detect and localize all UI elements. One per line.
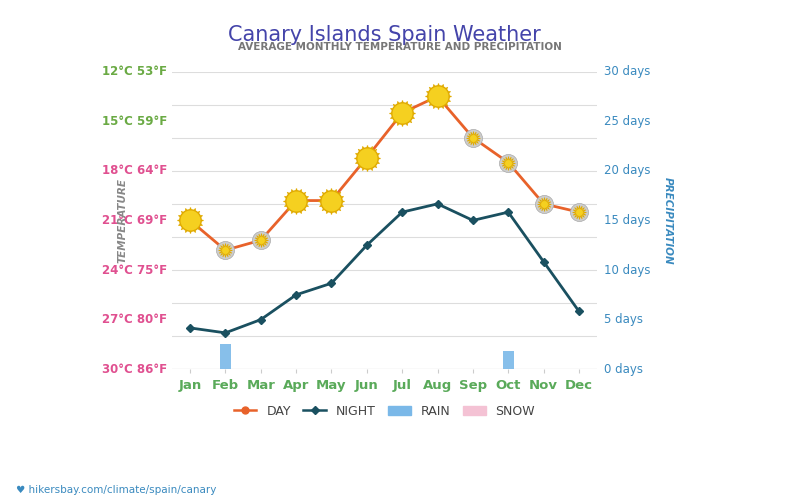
Text: 10 days: 10 days: [604, 264, 650, 276]
Text: 25 days: 25 days: [604, 114, 650, 128]
Text: 21°C 69°F: 21°C 69°F: [102, 214, 167, 227]
Text: 15°C 59°F: 15°C 59°F: [102, 114, 167, 128]
Text: 12°C 53°F: 12°C 53°F: [102, 65, 167, 78]
Text: 0 days: 0 days: [604, 362, 642, 376]
Legend: DAY, NIGHT, RAIN, SNOW: DAY, NIGHT, RAIN, SNOW: [229, 400, 540, 422]
Text: 27°C 80°F: 27°C 80°F: [102, 313, 167, 326]
Text: AVERAGE MONTHLY TEMPERATURE AND PRECIPITATION: AVERAGE MONTHLY TEMPERATURE AND PRECIPIT…: [238, 42, 562, 52]
Text: 18°C 64°F: 18°C 64°F: [102, 164, 167, 177]
Text: ♥ hikersbay.com/climate/spain/canary: ♥ hikersbay.com/climate/spain/canary: [16, 485, 216, 495]
Text: 20 days: 20 days: [604, 164, 650, 177]
Text: 24°C 75°F: 24°C 75°F: [102, 264, 167, 276]
Title: Canary Islands Spain Weather: Canary Islands Spain Weather: [228, 25, 541, 45]
Bar: [503, 352, 514, 369]
Bar: [220, 344, 230, 369]
Text: 30°C 86°F: 30°C 86°F: [102, 362, 167, 376]
Text: 5 days: 5 days: [604, 313, 642, 326]
Text: 15 days: 15 days: [604, 214, 650, 227]
Text: TEMPERATURE: TEMPERATURE: [118, 178, 128, 263]
Text: 30 days: 30 days: [604, 65, 650, 78]
Text: PRECIPITATION: PRECIPITATION: [662, 176, 672, 264]
